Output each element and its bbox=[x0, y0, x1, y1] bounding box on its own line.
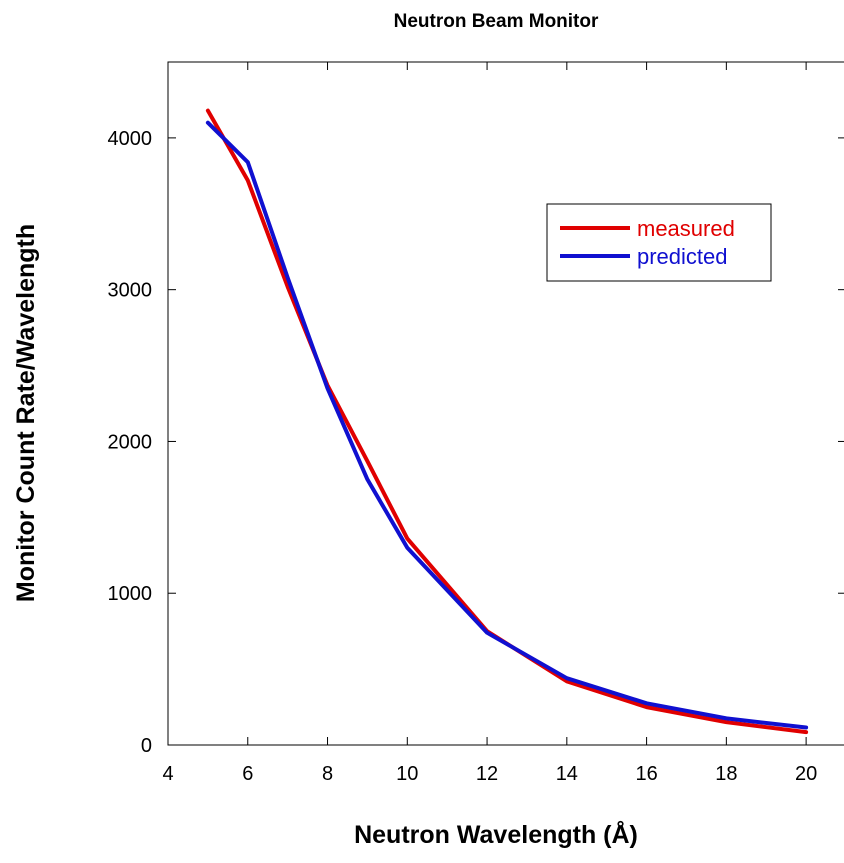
series-line-measured bbox=[205, 108, 809, 735]
series-line-predicted bbox=[205, 120, 809, 730]
y-tick-label: 0 bbox=[141, 735, 152, 757]
legend-label-predicted: predicted bbox=[637, 244, 728, 269]
x-tick-label: 4 bbox=[162, 763, 173, 785]
plot-frame bbox=[167, 61, 844, 746]
x-tick-label: 10 bbox=[396, 763, 418, 785]
series-lines bbox=[205, 108, 809, 735]
y-tick-label: 3000 bbox=[108, 280, 153, 302]
x-tick-label: 8 bbox=[322, 763, 333, 785]
y-tick-label: 4000 bbox=[108, 128, 153, 150]
x-axis-label: Neutron Wavelength (Å) bbox=[354, 820, 638, 849]
x-axis: 4 6 8 10 12 14 16 18 20 bbox=[162, 62, 817, 785]
y-axis: 0 1000 2000 3000 4000 bbox=[108, 128, 844, 757]
chart-title: Neutron Beam Monitor bbox=[394, 11, 599, 32]
legend: measured predicted bbox=[546, 203, 772, 282]
y-tick-label: 1000 bbox=[108, 583, 153, 605]
x-tick-label: 18 bbox=[715, 763, 737, 785]
x-tick-label: 14 bbox=[556, 763, 578, 785]
x-tick-label: 12 bbox=[476, 763, 498, 785]
x-tick-label: 16 bbox=[635, 763, 657, 785]
x-tick-label: 6 bbox=[242, 763, 253, 785]
legend-label-measured: measured bbox=[637, 216, 735, 241]
x-tick-label: 20 bbox=[795, 763, 817, 785]
legend-box bbox=[546, 203, 772, 282]
y-tick-label: 2000 bbox=[108, 431, 153, 453]
y-axis-label: Monitor Count Rate/Wavelength bbox=[12, 224, 40, 602]
